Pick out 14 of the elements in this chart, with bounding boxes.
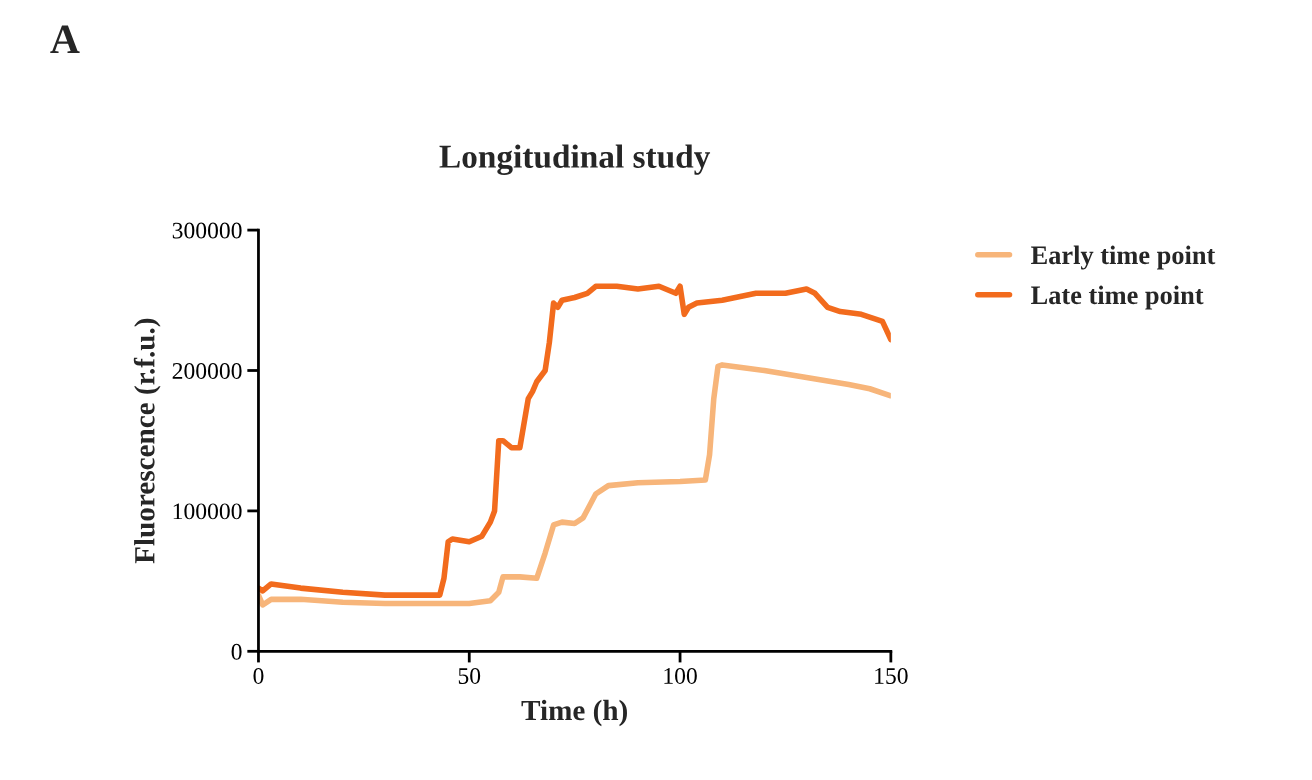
x-tick-label: 150 — [875, 667, 908, 684]
y-axis-title: Fluorescence (r.f.u.) — [133, 318, 161, 564]
x-axis-title: Time (h) — [521, 699, 627, 727]
x-tick-label: 0 — [253, 667, 264, 684]
legend-label: Late time point — [1031, 285, 1204, 310]
x-tick-label: 100 — [664, 667, 697, 684]
x-tick-label: 50 — [458, 667, 481, 684]
y-tick-label: 300000 — [172, 222, 242, 239]
legend-label: Early time point — [1031, 245, 1216, 270]
y-tick-label: 200000 — [172, 362, 242, 379]
y-tick-label: 0 — [231, 643, 242, 660]
text: A — [50, 25, 80, 53]
chart-title: Longitudinal study — [439, 144, 711, 175]
y-tick-label: 100000 — [173, 503, 242, 520]
